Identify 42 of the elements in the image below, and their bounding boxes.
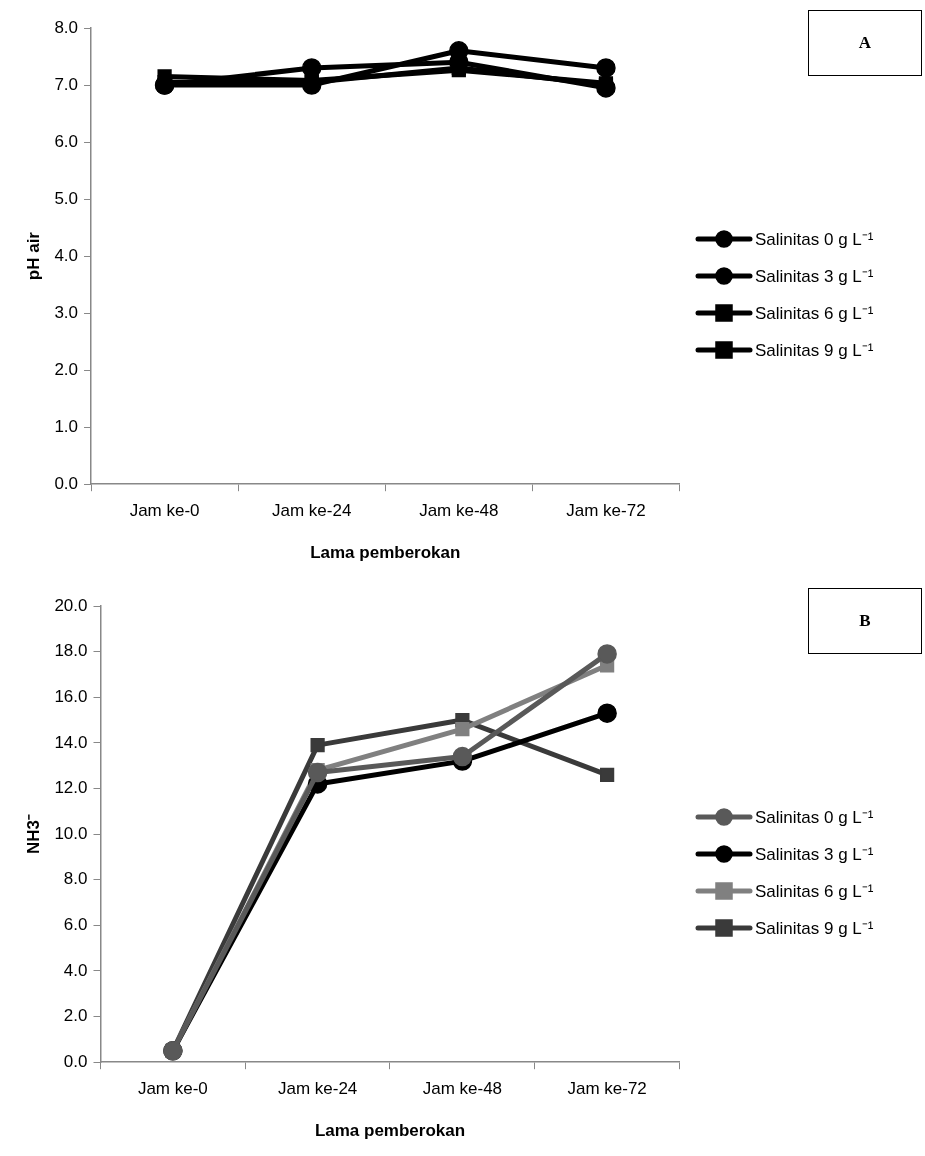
- y-tick-label: 8.0: [63, 869, 88, 889]
- x-axis-title: Lama pemberokan: [310, 543, 461, 563]
- y-tick-label: 10.0: [54, 823, 88, 843]
- y-tick-label: 1.0: [54, 416, 79, 436]
- y-tick-label: 3.0: [54, 302, 79, 322]
- y-axis-title: pH air: [23, 231, 43, 281]
- y-tick-label: 4.0: [54, 245, 79, 265]
- legend-label: Salinitas 0 g L⁻¹: [755, 807, 874, 828]
- y-tick-label: 4.0: [63, 960, 88, 980]
- y-tick-label: 0.0: [54, 473, 79, 493]
- x-axis-title: Lama pemberokan: [314, 1121, 466, 1141]
- y-tick-label: 5.0: [54, 188, 79, 208]
- x-tick-label: Jam ke-48: [422, 1079, 503, 1099]
- x-tick-label: Jam ke-24: [277, 1079, 358, 1099]
- y-tick-label: 2.0: [63, 1006, 88, 1026]
- x-tick-label: Jam ke-72: [567, 1079, 647, 1099]
- x-tick-label: Jam ke-0: [129, 501, 200, 521]
- y-tick-label: 6.0: [54, 131, 79, 151]
- y-tick-label: 16.0: [54, 686, 88, 706]
- y-tick-label: 12.0: [54, 778, 88, 798]
- legend-label: Salinitas 9 g L⁻¹: [755, 918, 874, 939]
- y-tick-label: 20.0: [54, 595, 88, 615]
- legend-label: Salinitas 6 g L⁻¹: [755, 881, 874, 902]
- text: A: [808, 10, 922, 76]
- x-tick-label: Jam ke-72: [566, 501, 646, 521]
- legend-label: Salinitas 9 g L⁻¹: [755, 340, 874, 361]
- y-tick-label: 8.0: [54, 17, 79, 37]
- legend-label: Salinitas 3 g L⁻¹: [755, 266, 874, 287]
- x-tick-label: Jam ke-24: [272, 501, 352, 521]
- x-tick-label: Jam ke-48: [419, 501, 499, 521]
- y-tick-label: 14.0: [54, 732, 88, 752]
- x-tick-label: Jam ke-0: [137, 1079, 208, 1099]
- y-tick-label: 2.0: [54, 359, 79, 379]
- legend-label: Salinitas 3 g L⁻¹: [755, 844, 874, 865]
- y-axis-title: NH3⁻: [23, 814, 43, 855]
- y-tick-label: 0.0: [63, 1051, 88, 1071]
- text: B: [808, 588, 922, 654]
- legend-label: Salinitas 0 g L⁻¹: [755, 229, 874, 250]
- y-tick-label: 18.0: [54, 641, 88, 661]
- y-tick-label: 6.0: [63, 915, 88, 935]
- y-tick-label: 7.0: [54, 74, 79, 94]
- legend-label: Salinitas 6 g L⁻¹: [755, 303, 874, 324]
